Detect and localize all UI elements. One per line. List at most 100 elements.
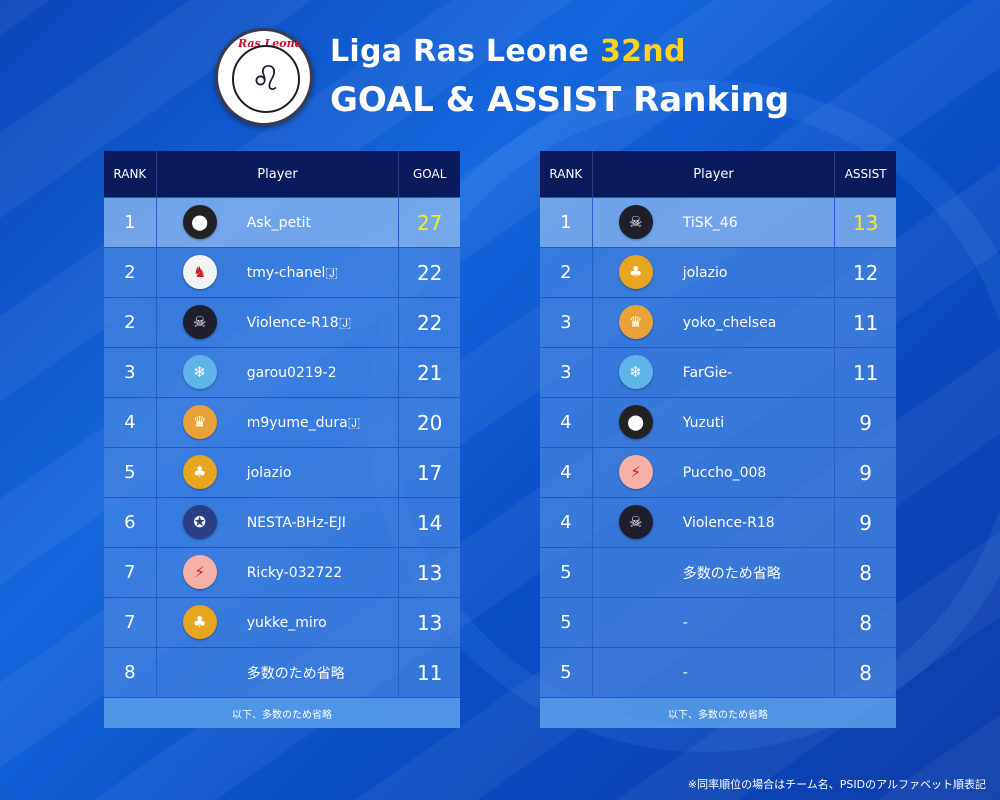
- rank-cell: 5: [540, 548, 593, 597]
- table-row: 5 - 8: [540, 647, 896, 697]
- rank-header: RANK: [104, 151, 157, 197]
- league-name: Liga Ras Leone: [330, 34, 590, 69]
- page-subtitle: GOAL & ASSIST Ranking: [330, 80, 790, 120]
- table-row: 5 多数のため省略 8: [540, 547, 896, 597]
- value-cell: 21: [416, 360, 443, 385]
- lightning-icon: ⚡: [182, 555, 217, 589]
- rank-cell: 5: [104, 448, 157, 497]
- player-name: tmy-chanel🇯: [246, 264, 338, 281]
- player-cell: ♣ yukke_miro: [157, 598, 400, 647]
- rank-cell: 7: [104, 598, 157, 647]
- player-cell: ♣ jolazio: [157, 448, 400, 497]
- player-cell: 多数のため省略: [157, 648, 400, 697]
- player-name: Violence-R18🇯: [246, 314, 352, 331]
- rank-cell: 1: [540, 198, 593, 247]
- rank-cell: 2: [104, 248, 157, 297]
- player-name: FarGie-: [682, 364, 733, 381]
- value-cell: 13: [416, 610, 443, 635]
- player-name: 多数のため省略: [682, 565, 781, 582]
- table-row: 3 ❄ FarGie- 11: [540, 347, 896, 397]
- silhouette-icon: ♞: [182, 255, 217, 289]
- value-cell: 13: [852, 210, 879, 235]
- value-cell: 14: [416, 510, 443, 535]
- value-cell: 13: [416, 560, 443, 585]
- rank-cell: 6: [104, 498, 157, 547]
- table-body: 1 ⬤ Ask_petit 27 2 ♞ tmy-chanel🇯 22 2 ☠ Violence-R…: [104, 197, 460, 697]
- value-cell: 11: [852, 310, 879, 335]
- player-cell: -: [593, 598, 836, 647]
- wolf-badge-icon: ❄: [182, 355, 217, 389]
- black-club-icon: ⬤: [182, 205, 217, 239]
- value-cell: 9: [859, 410, 873, 435]
- player-cell: ♛ yoko_chelsea: [593, 298, 836, 347]
- page-title: Liga Ras Leone 32nd: [330, 34, 686, 69]
- rank-cell: 2: [104, 298, 157, 347]
- palm-badge-icon: ♣: [182, 455, 217, 489]
- value-cell: 8: [859, 660, 873, 685]
- league-logo: Ras Leone ♌: [215, 28, 313, 126]
- player-cell: ♣ jolazio: [593, 248, 836, 297]
- player-cell: ♞ tmy-chanel🇯: [157, 248, 400, 297]
- value-cell: 8: [859, 560, 873, 585]
- lion-icon: ♌: [232, 45, 300, 113]
- goal-header: GOAL: [412, 167, 447, 181]
- rank-cell: 4: [540, 498, 593, 547]
- table-footer: 以下、多数のため省略: [540, 697, 896, 728]
- rank-cell: 4: [104, 398, 157, 447]
- rank-cell: 7: [104, 548, 157, 597]
- rank-cell: 5: [540, 648, 593, 697]
- value-cell: 20: [416, 410, 443, 435]
- player-name: garou0219-2: [246, 364, 337, 381]
- table-row: 5 - 8: [540, 597, 896, 647]
- player-header: Player: [593, 151, 836, 197]
- rank-cell: 4: [540, 448, 593, 497]
- player-name: Ask_petit: [246, 214, 312, 231]
- table-row: 7 ⚡ Ricky-032722 13: [104, 547, 460, 597]
- player-cell: ☠ Violence-R18🇯: [157, 298, 400, 347]
- palm-badge-icon: ♣: [618, 255, 653, 289]
- table-row: 5 ♣ jolazio 17: [104, 447, 460, 497]
- value-cell: 27: [416, 210, 443, 235]
- value-cell: 11: [852, 360, 879, 385]
- table-footer: 以下、多数のため省略: [104, 697, 460, 728]
- skull-shield-icon: ☠: [182, 305, 217, 339]
- table-row: 1 ☠ TiSK_46 13: [540, 197, 896, 247]
- player-cell: ⚡ Puccho_008: [593, 448, 836, 497]
- player-cell: ✪ NESTA-BHz-EJI: [157, 498, 400, 547]
- value-cell: 8: [859, 610, 873, 635]
- table-row: 4 ⬤ Yuzuti 9: [540, 397, 896, 447]
- rank-cell: 4: [540, 398, 593, 447]
- value-cell: 9: [859, 510, 873, 535]
- table-row: 2 ☠ Violence-R18🇯 22: [104, 297, 460, 347]
- navy-badge-icon: ✪: [182, 505, 217, 539]
- season-label: 32nd: [599, 34, 686, 69]
- table-row: 8 多数のため省略 11: [104, 647, 460, 697]
- player-cell: ❄ garou0219-2: [157, 348, 400, 397]
- red-crest-icon: ♛: [618, 305, 653, 339]
- player-name: yoko_chelsea: [682, 314, 777, 331]
- player-cell: ☠ Violence-R18: [593, 498, 836, 547]
- assist-header: ASSIST: [844, 167, 887, 181]
- table-body: 1 ☠ TiSK_46 13 2 ♣ jolazio 12 3 ♛ yoko_chelsea 11 3 ❄…: [540, 197, 896, 697]
- goal-ranking-table: RANK Player GOAL 1 ⬤ Ask_petit 27 2 ♞ tmy-chan…: [104, 151, 460, 728]
- player-name: Ricky-032722: [246, 564, 343, 581]
- table-row: 4 ♛ m9yume_dura🇯 20: [104, 397, 460, 447]
- player-name: -: [682, 614, 688, 631]
- player-cell: ☠ TiSK_46: [593, 198, 836, 247]
- lightning-icon: ⚡: [618, 455, 653, 489]
- player-cell: ⬤ Ask_petit: [157, 198, 400, 247]
- player-cell: 多数のため省略: [593, 548, 836, 597]
- rank-cell: 1: [104, 198, 157, 247]
- rank-header: RANK: [540, 151, 593, 197]
- palm-badge-icon: ♣: [182, 605, 217, 639]
- table-row: 2 ♣ jolazio 12: [540, 247, 896, 297]
- player-name: Puccho_008: [682, 464, 767, 481]
- player-name: Violence-R18: [682, 514, 775, 531]
- rank-cell: 2: [540, 248, 593, 297]
- player-cell: ♛ m9yume_dura🇯: [157, 398, 400, 447]
- table-row: 3 ❄ garou0219-2 21: [104, 347, 460, 397]
- rank-cell: 3: [540, 348, 593, 397]
- player-cell: -: [593, 648, 836, 697]
- player-name: yukke_miro: [246, 614, 327, 631]
- rank-cell: 8: [104, 648, 157, 697]
